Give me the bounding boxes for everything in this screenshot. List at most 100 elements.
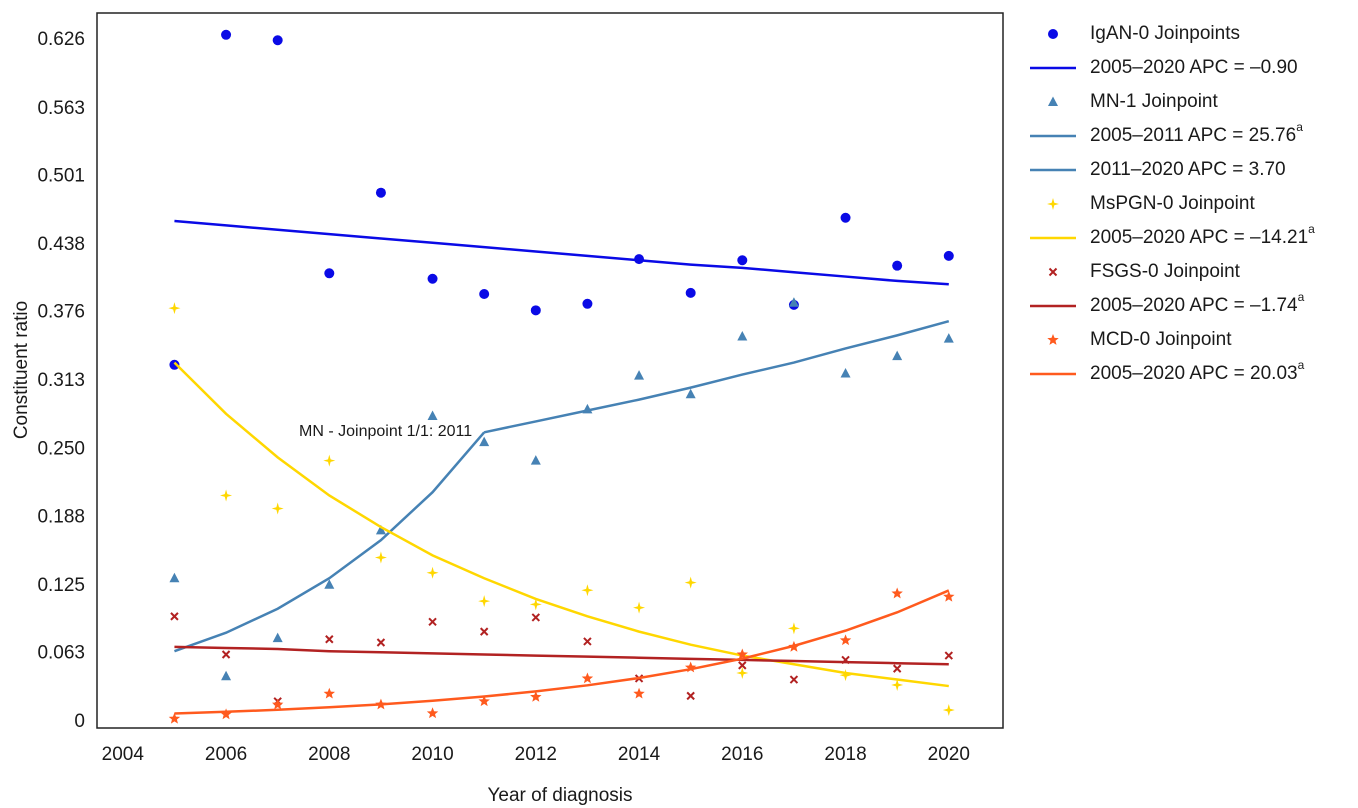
scatter-point [479,288,490,299]
legend-name: 2005–2020 APC = –14.21 [1090,227,1308,248]
x-axis-title: Year of diagnosis [487,785,632,806]
scatter-point [633,687,645,699]
legend-label: MCD-0 Joinpoint [1090,329,1232,350]
scatter-point [892,260,903,271]
legend-label: FSGS-0 Joinpoint [1090,261,1241,282]
scatter-point [942,704,955,717]
scatter-point [221,670,232,681]
y-axis-title: Constituent ratio [11,301,32,439]
scatter-point [581,672,594,684]
x-tick-label: 2014 [618,744,661,765]
y-tick-label: 0.501 [37,165,85,186]
scatter-point [685,287,696,298]
scatter-point [428,617,437,627]
legend-label: MsPGN-0 Joinpoint [1090,193,1255,214]
scatter-point [427,273,438,284]
legend-marker [1048,29,1058,39]
legend-name: 2005–2020 APC = –0.90 [1090,57,1298,78]
legend-name: 2005–2020 APC = 20.03 [1090,363,1298,384]
trend-line [173,361,949,688]
scatter-point [736,648,749,660]
y-tick-label: 0.250 [37,439,85,460]
scatter-point [788,297,799,307]
legend-label: 2005–2020 APC = –0.90 [1090,57,1298,78]
y-tick-label: 0.313 [37,370,85,391]
y-tick-label: 0.125 [37,575,85,596]
legend-label: 2011–2020 APC = 3.70 [1090,159,1286,180]
scatter-point [582,298,593,309]
scatter-point [737,255,748,266]
legend-name: MCD-0 Joinpoint [1090,329,1232,350]
legend-label: 2005–2011 APC = 25.76a [1090,120,1303,146]
scatter-point [684,661,697,673]
scatter-point [324,579,335,589]
legend-name: FSGS-0 Joinpoint [1090,261,1241,282]
legend-label: 2005–2020 APC = –1.74a [1090,290,1305,316]
scatter-point [530,690,542,702]
scatter-point [686,691,695,701]
scatter-point [892,664,902,673]
scatter-point [221,29,232,40]
scatter-point [530,305,541,316]
scatter-point [738,661,747,670]
scatter-point [478,695,490,707]
trend-line [483,320,950,434]
scatter-point [375,187,386,198]
scatter-point [169,359,180,370]
scatter-point [787,622,800,635]
scatter-point [324,268,335,279]
x-tick-label: 2006 [205,744,247,765]
legend-label: 2005–2020 APC = 20.03a [1090,358,1305,384]
y-tick-label: 0.438 [37,234,85,255]
plot-frame [96,12,1004,729]
scatter-point [944,651,954,660]
scatter-point [943,590,955,602]
scatter-point [839,669,852,682]
scatter-point [376,638,386,647]
legend-superscript: a [1308,222,1315,236]
scatter-point [737,330,748,341]
scatter-point [478,595,491,608]
scatter-point [839,634,852,646]
y-tick-label: 0.626 [37,29,85,50]
y-tick-label: 0.188 [37,506,85,527]
scatter-point [891,587,903,599]
x-tick-label: 2016 [721,744,763,765]
legend-label: MN-1 Joinpoint [1090,91,1218,112]
legend-superscript: a [1296,120,1303,134]
x-tick-label: 2008 [308,744,350,765]
scatter-point [736,667,749,679]
scatter-point [943,250,954,261]
y-tick-label: 0.063 [37,642,85,663]
scatter-point [789,675,799,684]
scatter-point [271,502,284,515]
scatter-point [374,551,387,564]
scatter-point [220,489,233,502]
y-tick-label: 0.376 [37,302,85,323]
x-tick-label: 2020 [928,744,970,765]
scatter-point [583,637,592,646]
legend-name: 2011–2020 APC = 3.70 [1090,159,1286,180]
scatter-point [325,635,334,644]
x-tick-label: 2004 [102,744,145,765]
scatter-point [323,687,336,699]
scatter-point [892,350,903,361]
legend-marker [1047,334,1059,345]
scatter-point [221,650,231,659]
legend-label: IgAN-0 Joinpoints [1090,23,1240,44]
legend-superscript: a [1298,290,1305,304]
scatter-point [323,454,336,467]
scatter-point [840,212,851,223]
legend-name: MN-1 Joinpoint [1090,91,1218,112]
scatter-point [531,613,541,622]
scatter-point [479,627,489,636]
scatter-point [685,388,696,399]
y-tick-label: 0 [74,711,85,732]
legend-marker [1047,198,1059,210]
scatter-point [530,455,541,465]
legend-superscript: a [1298,358,1305,372]
scatter-point [168,302,181,315]
scatter-point [169,572,180,583]
